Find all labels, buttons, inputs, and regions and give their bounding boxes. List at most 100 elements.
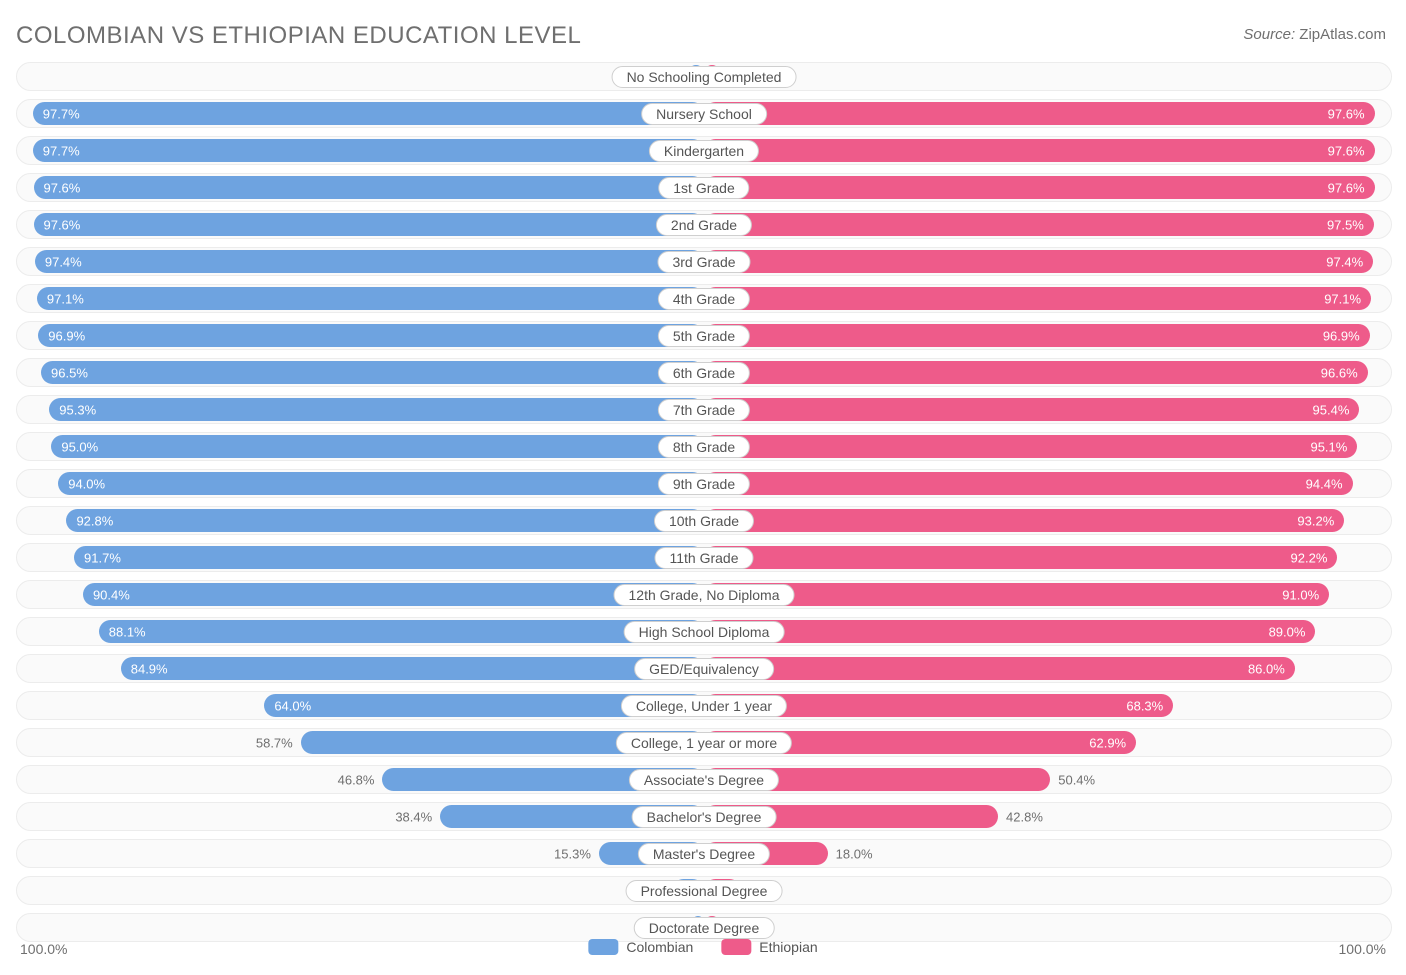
category-label: Doctorate Degree — [634, 917, 775, 939]
category-label: 3rd Grade — [657, 251, 750, 273]
bar-right — [704, 657, 1295, 680]
source-name: ZipAtlas.com — [1299, 26, 1386, 43]
category-label: 2nd Grade — [656, 214, 752, 236]
bar-right — [704, 250, 1373, 273]
bar-row: 46.8% 50.4% Associate's Degree — [16, 765, 1392, 794]
category-label: Professional Degree — [626, 880, 783, 902]
bar-row: 97.6%97.5%2nd Grade — [16, 210, 1392, 239]
bar-row: 97.7%97.6%Nursery School — [16, 99, 1392, 128]
bar-right — [704, 620, 1315, 643]
bar-right-value: 50.4% — [1058, 772, 1095, 787]
legend-swatch-left — [588, 939, 618, 955]
bar-left — [83, 583, 704, 606]
bar-left-value: 38.4% — [395, 809, 432, 824]
legend-item-left: Colombian — [588, 939, 693, 955]
bar-right — [704, 213, 1374, 236]
category-label: Nursery School — [641, 103, 767, 125]
bar-right-value: 42.8% — [1006, 809, 1043, 824]
bar-right — [704, 472, 1353, 495]
diverging-bar-chart: 2.3%2.4%No Schooling Completed 97.7%97.6%… — [16, 62, 1390, 935]
legend-swatch-right — [721, 939, 751, 955]
category-label: 12th Grade, No Diploma — [614, 584, 795, 606]
chart-title: COLOMBIAN VS ETHIOPIAN EDUCATION LEVEL — [16, 22, 581, 50]
bar-row: 96.5%96.6%6th Grade — [16, 358, 1392, 387]
category-label: College, 1 year or more — [616, 732, 792, 754]
source-prefix: Source: — [1243, 26, 1295, 43]
category-label: GED/Equivalency — [634, 658, 774, 680]
category-label: 9th Grade — [658, 473, 750, 495]
bar-left — [35, 250, 704, 273]
category-label: 6th Grade — [658, 362, 750, 384]
bar-left — [38, 324, 704, 347]
bar-left — [37, 287, 704, 310]
category-label: 10th Grade — [654, 510, 754, 532]
category-label: Kindergarten — [649, 140, 759, 162]
bar-right-value: 18.0% — [836, 846, 873, 861]
bar-right — [704, 583, 1329, 606]
category-label: 11th Grade — [654, 547, 753, 569]
bar-left-value: 46.8% — [338, 772, 375, 787]
bar-left — [34, 213, 705, 236]
bar-row: 90.4%91.0%12th Grade, No Diploma — [16, 580, 1392, 609]
legend: Colombian Ethiopian — [588, 939, 817, 955]
bar-left — [58, 472, 704, 495]
bar-row: 94.0%94.4%9th Grade — [16, 469, 1392, 498]
category-label: Master's Degree — [638, 843, 770, 865]
bar-left — [34, 176, 705, 199]
bar-row: 91.7%92.2%11th Grade — [16, 543, 1392, 572]
category-label: High School Diploma — [624, 621, 785, 643]
bar-left — [33, 102, 704, 125]
bar-left — [51, 435, 704, 458]
bar-right — [704, 435, 1357, 458]
category-label: 4th Grade — [658, 288, 750, 310]
bar-row: 95.3%95.4%7th Grade — [16, 395, 1392, 424]
axis-left-max-label: 100.0% — [20, 941, 67, 957]
legend-label-left: Colombian — [626, 939, 693, 955]
bar-row: 38.4% 42.8% Bachelor's Degree — [16, 802, 1392, 831]
bar-row: 64.0%68.3%College, Under 1 year — [16, 691, 1392, 720]
source-attribution: Source: ZipAtlas.com — [1243, 26, 1386, 43]
category-label: 1st Grade — [658, 177, 749, 199]
bar-row: 95.0%95.1%8th Grade — [16, 432, 1392, 461]
bar-left — [74, 546, 704, 569]
bar-right — [704, 287, 1371, 310]
bar-left — [66, 509, 704, 532]
category-label: No Schooling Completed — [612, 66, 797, 88]
bar-right — [704, 139, 1375, 162]
legend-label-right: Ethiopian — [759, 939, 817, 955]
category-label: Associate's Degree — [629, 769, 779, 791]
category-label: 5th Grade — [658, 325, 750, 347]
axis-right-max-label: 100.0% — [1339, 941, 1386, 957]
bar-right — [704, 509, 1344, 532]
bar-left — [99, 620, 704, 643]
bar-row: 1.7%2.3%Doctorate Degree — [16, 913, 1392, 942]
bar-row: 84.9%86.0%GED/Equivalency — [16, 654, 1392, 683]
category-label: 8th Grade — [658, 436, 750, 458]
bar-row: 97.4%97.4%3rd Grade — [16, 247, 1392, 276]
bar-right — [704, 398, 1359, 421]
bar-row: 2.3%2.4%No Schooling Completed — [16, 62, 1392, 91]
category-label: Bachelor's Degree — [632, 806, 777, 828]
bar-row: 92.8%93.2%10th Grade — [16, 506, 1392, 535]
bar-left — [41, 361, 704, 384]
bar-row: 97.6%97.6%1st Grade — [16, 173, 1392, 202]
bar-left — [33, 139, 704, 162]
bar-row: 96.9%96.9%5th Grade — [16, 321, 1392, 350]
bar-right — [704, 546, 1337, 569]
category-label: 7th Grade — [658, 399, 750, 421]
bar-row: 97.7%97.6%Kindergarten — [16, 136, 1392, 165]
legend-item-right: Ethiopian — [721, 939, 817, 955]
bar-right — [704, 176, 1375, 199]
bar-left — [49, 398, 704, 421]
bar-row: 58.7%62.9%College, 1 year or more — [16, 728, 1392, 757]
bar-row: 88.1%89.0%High School Diploma — [16, 617, 1392, 646]
category-label: College, Under 1 year — [621, 695, 787, 717]
bar-left-value: 58.7% — [256, 735, 293, 750]
bar-row: 97.1%97.1%4th Grade — [16, 284, 1392, 313]
bar-row: 4.6%5.4%Professional Degree — [16, 876, 1392, 905]
bar-right — [704, 102, 1375, 125]
bar-left — [121, 657, 704, 680]
bar-left-value: 15.3% — [554, 846, 591, 861]
bar-row: 15.3% 18.0% Master's Degree — [16, 839, 1392, 868]
bar-right — [704, 324, 1370, 347]
